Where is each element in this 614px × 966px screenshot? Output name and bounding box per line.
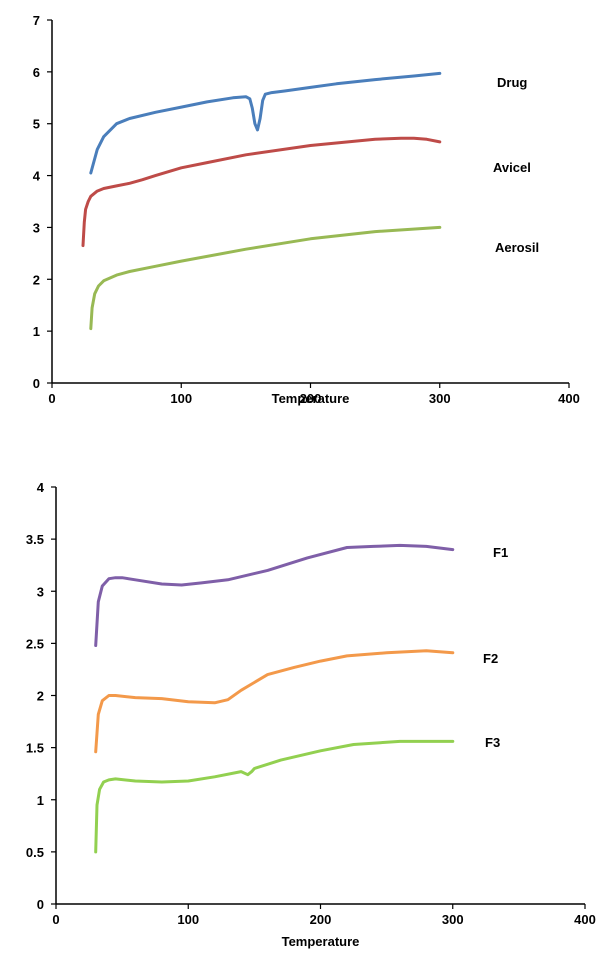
x-tick-label: 100	[170, 391, 192, 406]
chart-1-svg: 0 1 2 3 4 5 6 7 0 100 200 300 400 Temperature Drug Avic…	[33, 13, 580, 406]
y-tick-label: 3	[37, 584, 44, 599]
x-tick-label: 200	[310, 912, 332, 927]
series-line-aerosil	[89, 225, 442, 331]
x-axis-title: Temperature	[272, 391, 350, 406]
chart-2: 0 0.5 1 1.5 2 2.5 3 3.5 4 0 100 200 300 400 Temperatur…	[0, 483, 614, 966]
series-line-avicel	[81, 136, 442, 248]
y-tick-label: 7	[33, 13, 40, 28]
y-tick-label: 3.5	[26, 532, 44, 547]
series-label-aerosil: Aerosil	[495, 240, 539, 255]
x-tick-label: 200	[300, 391, 322, 406]
series-line-drug	[89, 71, 442, 175]
x-tick-label: 0	[52, 912, 59, 927]
y-tick-label: 6	[33, 65, 40, 80]
x-tick-label: 400	[558, 391, 580, 406]
series-label-f1: F1	[493, 545, 508, 560]
x-tick-label: 100	[177, 912, 199, 927]
y-tick-label: 2	[33, 272, 40, 287]
y-tick-label: 1	[37, 793, 44, 808]
series-label-avicel: Avicel	[493, 160, 531, 175]
y-tick-label: 3	[33, 220, 40, 235]
x-tick-label: 300	[429, 391, 451, 406]
x-tick-label: 400	[574, 912, 596, 927]
series-label-f2: F2	[483, 651, 498, 666]
x-axis-title: Temperature	[282, 934, 360, 949]
series-line-f1	[94, 543, 455, 647]
y-tick-label: 5	[33, 117, 40, 132]
series-label-drug: Drug	[497, 75, 527, 90]
y-tick-label: 1.5	[26, 741, 44, 756]
y-tick-label: 0	[37, 897, 44, 912]
chart-2-svg: 0 0.5 1 1.5 2 2.5 3 3.5 4 0 100 200 300 400 Temperatur…	[26, 483, 596, 949]
y-tick-label: 1	[33, 324, 40, 339]
y-tick-label: 0.5	[26, 845, 44, 860]
series-line-f2	[94, 649, 455, 754]
y-tick-label: 2.5	[26, 636, 44, 651]
y-tick-label: 4	[33, 169, 41, 184]
x-tick-label: 0	[48, 391, 55, 406]
chart-1: 0 1 2 3 4 5 6 7 0 100 200 300 400 Temperature Drug Avic…	[33, 13, 580, 406]
y-tick-label: 4	[37, 483, 45, 495]
y-tick-label: 2	[37, 689, 44, 704]
series-line-f3	[94, 739, 455, 854]
series-label-f3: F3	[485, 735, 500, 750]
x-tick-label: 300	[442, 912, 464, 927]
y-tick-label: 0	[33, 376, 40, 391]
